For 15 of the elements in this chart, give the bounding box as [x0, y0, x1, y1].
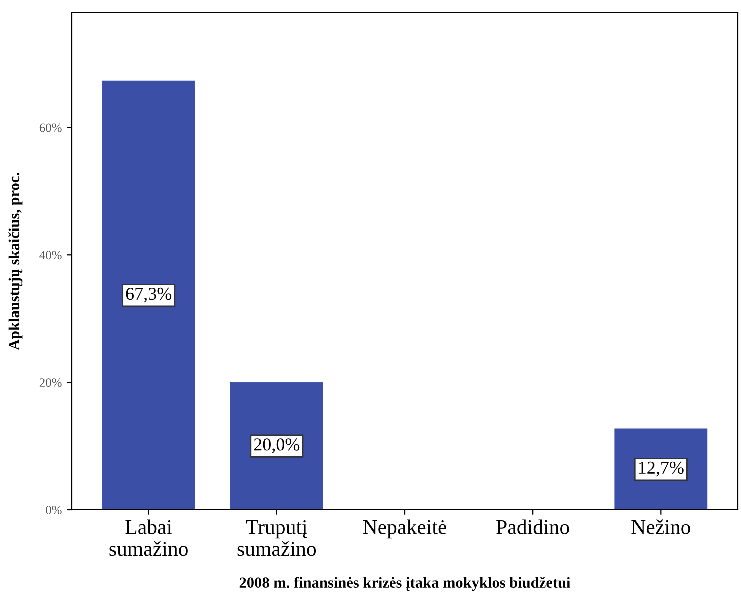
bar — [102, 80, 196, 510]
data-label: 12,7% — [639, 462, 684, 477]
x-tick-label: Truputį sumažino — [238, 520, 316, 556]
data-label: 67,3% — [126, 288, 172, 303]
y-tick-label: 20% — [40, 378, 62, 388]
x-axis-title: 2008 m. finansinės krizės įtaka mokyklos biudžetui — [240, 577, 571, 592]
y-axis-title: Apklaustųjų skaičius, proc. — [8, 173, 23, 350]
data-label: 20,0% — [254, 438, 300, 454]
y-tick-label: 40% — [40, 251, 62, 260]
x-tick-label: Nepakeitė — [363, 520, 446, 539]
x-tick-label: Padidino — [496, 520, 570, 534]
x-tick-label: Nežino — [632, 520, 690, 534]
y-tick-label: 0% — [46, 506, 62, 514]
y-tick-label: 60% — [40, 124, 62, 132]
x-tick-label: Labai sumažino — [110, 520, 188, 556]
